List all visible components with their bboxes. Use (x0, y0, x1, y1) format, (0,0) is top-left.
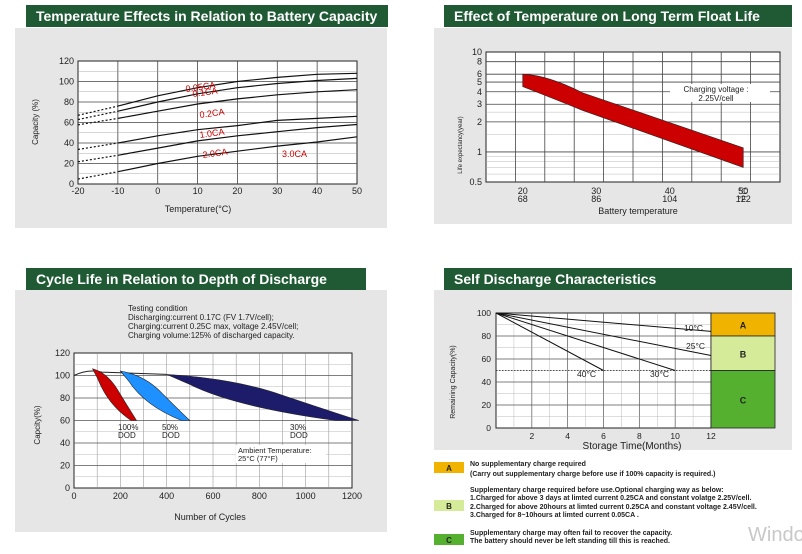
chart4-xtick-label: 2 (529, 431, 534, 441)
chart2-ylabel: Life expectancy(year) (458, 116, 464, 173)
chart4-xtick-label: 4 (565, 431, 570, 441)
chart4-series-label: 40°C (577, 369, 596, 379)
chart1-ytick-label: 120 (59, 56, 74, 66)
chart1-xlabel: Temperature(°C) (165, 204, 232, 214)
chart2-xtick-f: 86 (591, 194, 601, 204)
chart1-xtick-label: 50 (352, 186, 362, 196)
chart4-legend-badge-label: B (446, 502, 452, 511)
chart3-ytick-label: 0 (65, 483, 70, 493)
chart4-zone-label: B (740, 349, 747, 359)
chart3-ytick-label: 120 (55, 348, 70, 358)
chart4-legend-text: 2.Charged for above 20hours at limted cu… (470, 504, 757, 511)
chart4-xtick-label: 6 (601, 431, 606, 441)
chart4-legend-text: The battery should never be left standin… (470, 538, 670, 545)
chart3-ytick-label: 40 (60, 438, 70, 448)
chart4-series-label: 10°C (684, 323, 703, 333)
chart3-xtick-label: 1200 (342, 491, 362, 501)
chart4-xtick-label: 8 (637, 431, 642, 441)
chart2-ytick-label: 1 (477, 147, 482, 157)
chart4-ytick-label: 20 (482, 400, 492, 410)
chart3-dod-label: DOD (290, 431, 308, 440)
chart4-legend-text: 1.Charged for above 3 days at limted cur… (470, 495, 751, 502)
chart1-ytick-label: 80 (64, 97, 74, 107)
chart1-xtick-label: 40 (312, 186, 322, 196)
chart1-series-label: 3.0CA (282, 149, 307, 159)
chart3-test-condition-line: Charging volume:125% of discharged capac… (128, 331, 295, 340)
chart1-ytick-label: 60 (64, 118, 74, 128)
chart4-legend-text: (Carry out supplementary charge before u… (470, 471, 715, 478)
chart2-ytick-label: 10 (472, 47, 482, 57)
chart1-xtick-label: 30 (272, 186, 282, 196)
chart1-xtick-label: -20 (71, 186, 84, 196)
chart4-zone-label: C (740, 395, 747, 405)
chart2-unit-f: °F (738, 195, 746, 204)
chart2-annotation-line2: 2.25V/cell (698, 94, 733, 103)
chart1-ytick-label: 20 (64, 159, 74, 169)
chart4-legend-badge-label: C (446, 536, 452, 545)
chart4-legend-text: No supplementary charge required (470, 461, 586, 468)
chart4-ytick-label: 40 (482, 377, 492, 387)
chart4-ytick-label: 0 (486, 423, 491, 433)
chart2-xtick-f: 104 (662, 194, 677, 204)
chart3-dod-label: DOD (118, 431, 136, 440)
chart2-ytick-label: 2 (477, 117, 482, 127)
chart4-legend-badge-label: A (446, 464, 452, 473)
chart2-ytick-label: 4 (477, 87, 482, 97)
chart4-legend-text: Supplementary charge required before use… (470, 487, 724, 494)
chart4-ytick-label: 80 (482, 331, 492, 341)
chart3-ytick-label: 100 (55, 371, 70, 381)
chart3-ytick-label: 60 (60, 416, 70, 426)
chart1-ylabel: Capacity (%) (31, 99, 40, 145)
chart4-legend-text: 3.Charged for 8~10hours at limted curren… (470, 512, 639, 519)
chart3-xtick-label: 200 (113, 491, 128, 501)
chart1-xtick-label: 0 (155, 186, 160, 196)
chart3-dod-label: DOD (162, 431, 180, 440)
chart2-xlabel: Battery temperature (598, 206, 678, 216)
chart4-legend-text: Supplementary charge may often fail to r… (470, 530, 672, 537)
chart3-test-condition-line: Testing condition (128, 304, 188, 313)
chart4-xtick-label: 10 (670, 431, 680, 441)
chart2-xtick-f: 68 (518, 194, 528, 204)
chart1-xtick-label: 20 (232, 186, 242, 196)
chart4-ytick-label: 100 (477, 308, 491, 318)
chart3-xtick-label: 600 (205, 491, 220, 501)
watermark: Windo (748, 524, 802, 547)
chart2-ytick-label: 8 (477, 57, 482, 67)
chart2-ytick-label: 3 (477, 99, 482, 109)
chart1-xtick-label: 10 (193, 186, 203, 196)
chart4-series-label: 25°C (686, 341, 705, 351)
chart3-xlabel: Number of Cycles (174, 512, 246, 522)
chart3-ambient-line2: 25°C (77°F) (238, 454, 278, 463)
chart3-test-condition-line: Charging:current 0.25C max, voltage 2.45… (128, 322, 298, 331)
chart3-ytick-label: 20 (60, 461, 70, 471)
chart4-series-label: 30°C (650, 369, 669, 379)
chart2-ytick-label: 0.5 (469, 177, 482, 187)
chart3-test-condition-line: Discharging:current 0.17C (FV 1.7V/cell)… (128, 313, 274, 322)
chart3-xtick-label: 0 (71, 491, 76, 501)
chart4-ytick-label: 60 (482, 354, 492, 364)
chart3-ytick-label: 80 (60, 393, 70, 403)
chart3-ylabel: Capcity(%) (33, 405, 42, 444)
chart3-xtick-label: 400 (159, 491, 174, 501)
chart1-xtick-label: -10 (111, 186, 124, 196)
chart4-ylabel: Remaining Capacity(%) (450, 345, 457, 419)
chart1-ytick-label: 100 (59, 77, 74, 87)
chart3-xtick-label: 1000 (296, 491, 316, 501)
chart2-annotation-line1: Charging voltage : (684, 85, 749, 94)
chart1-ytick-label: 40 (64, 138, 74, 148)
chart4-xtick-label: 12 (706, 431, 716, 441)
chart4-zone-label: A (740, 321, 747, 331)
chart4-xlabel: Storage Time(Months) (583, 441, 682, 452)
chart3-xtick-label: 800 (252, 491, 267, 501)
chart2-ytick-label: 6 (477, 69, 482, 79)
charts-canvas: 020406080100120-20 -10 0 10 20 30 40 50Temperat… (0, 0, 802, 554)
